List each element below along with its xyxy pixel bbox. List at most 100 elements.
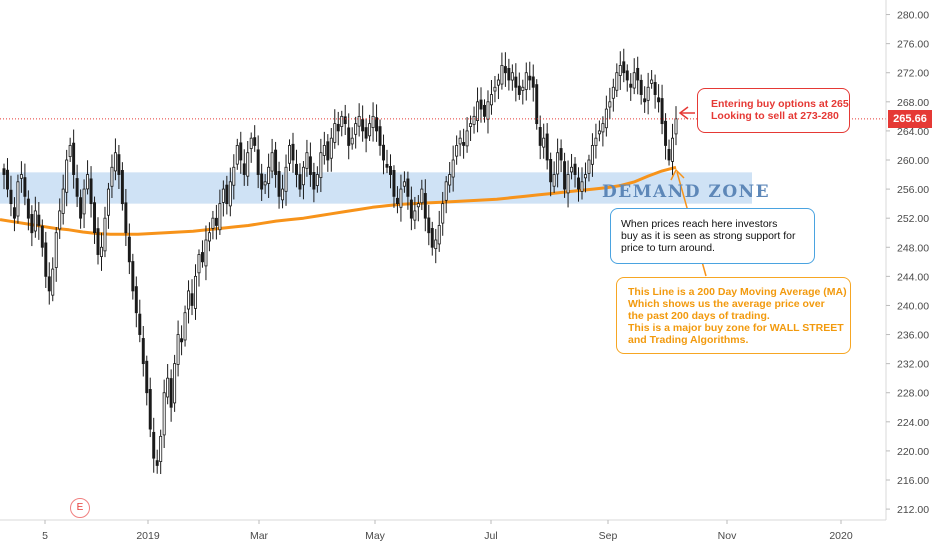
candle-body bbox=[68, 145, 72, 158]
candle-body bbox=[545, 133, 549, 161]
time-axis[interactable]: 5 2019 Mar May Jul Sep Nov 2020 bbox=[42, 520, 853, 542]
candle-body bbox=[336, 123, 340, 132]
support-callout: When prices reach here investors buy as … bbox=[610, 208, 815, 264]
candle-body bbox=[399, 188, 403, 208]
time-tick-label: Nov bbox=[718, 530, 737, 542]
candle-body bbox=[145, 360, 149, 394]
ma-callout-line: This Line is a 200 Day Moving Average (M… bbox=[628, 286, 847, 298]
candle-body bbox=[455, 145, 459, 157]
candle-body bbox=[632, 72, 636, 89]
candle-body bbox=[343, 116, 347, 125]
earnings-icon[interactable]: E bbox=[70, 498, 90, 518]
candle-body bbox=[444, 181, 448, 201]
candle-body bbox=[671, 137, 674, 162]
candle-body bbox=[451, 159, 455, 178]
candle-body bbox=[211, 217, 215, 229]
candle-body bbox=[312, 172, 316, 190]
candle-body bbox=[350, 137, 354, 145]
candle-body bbox=[232, 166, 236, 186]
candle-body bbox=[214, 217, 218, 226]
price-tick-label: 216.00 bbox=[897, 475, 929, 487]
candle-body bbox=[194, 275, 197, 309]
candle-body bbox=[594, 137, 598, 146]
candle-body bbox=[89, 178, 93, 205]
entry-callout-line: Entering buy options at 265 bbox=[711, 98, 849, 110]
candle-body bbox=[249, 137, 253, 149]
candle-body bbox=[479, 99, 483, 110]
candle-body bbox=[305, 152, 309, 169]
candle-body bbox=[51, 268, 55, 296]
candle-body bbox=[507, 67, 511, 81]
candle-body bbox=[16, 181, 20, 217]
candle-body bbox=[176, 334, 180, 365]
candle-body bbox=[221, 188, 225, 203]
support-callout-line: buy as it is seen as strong support for bbox=[621, 230, 796, 242]
candle-body bbox=[556, 152, 560, 175]
candle-body bbox=[173, 363, 177, 404]
time-tick-label: Jul bbox=[484, 530, 497, 542]
candle-body bbox=[47, 276, 51, 292]
candle-body bbox=[354, 123, 358, 135]
candle-body bbox=[40, 225, 44, 248]
candle-body bbox=[608, 101, 612, 108]
candle-body bbox=[552, 174, 556, 187]
time-tick-label: 2019 bbox=[136, 530, 160, 542]
candle-body bbox=[472, 115, 476, 125]
candle-body bbox=[294, 163, 298, 175]
candle-body bbox=[277, 171, 281, 197]
ma-callout-line: Which shows us the average price over bbox=[628, 298, 825, 310]
candle-body bbox=[120, 170, 124, 205]
price-axis[interactable]: 212.00 216.00 220.00 224.00 228.00 232.00 236.… bbox=[886, 10, 929, 517]
time-tick-label: Mar bbox=[250, 530, 269, 542]
price-tick-label: 276.00 bbox=[897, 39, 929, 51]
candle-body bbox=[573, 163, 577, 175]
candle-body bbox=[476, 101, 480, 121]
current-price-badge: 265.66 bbox=[888, 109, 932, 128]
candle-body bbox=[340, 115, 344, 127]
candle-body bbox=[134, 286, 138, 314]
candle-body bbox=[587, 159, 591, 174]
candle-body bbox=[448, 174, 452, 186]
candle-body bbox=[58, 210, 62, 230]
candle-body bbox=[180, 338, 184, 343]
ma-callout-line: This is a major buy zone for WALL STREET bbox=[628, 322, 844, 334]
candle-body bbox=[667, 148, 671, 161]
candle-body bbox=[2, 168, 6, 175]
candle-body bbox=[590, 145, 594, 165]
candle-body bbox=[329, 137, 333, 159]
candle-body bbox=[657, 97, 661, 103]
price-tick-label: 228.00 bbox=[897, 388, 929, 400]
candle-body bbox=[437, 225, 441, 245]
candle-body bbox=[6, 169, 9, 190]
price-tick-label: 260.00 bbox=[897, 155, 929, 167]
candle-body bbox=[629, 83, 633, 88]
candle-body bbox=[138, 313, 142, 335]
candle-body bbox=[378, 126, 382, 146]
candle-body bbox=[253, 137, 257, 146]
candle-body bbox=[82, 188, 86, 215]
candle-body bbox=[531, 76, 535, 88]
candle-body bbox=[190, 293, 194, 306]
candle-body bbox=[402, 181, 406, 187]
candle-body bbox=[263, 181, 267, 186]
candle-body bbox=[93, 202, 97, 234]
candle-body bbox=[423, 193, 427, 219]
candle-body bbox=[521, 86, 525, 91]
candle-body bbox=[434, 239, 438, 250]
candle-body bbox=[225, 184, 229, 205]
price-tick-label: 220.00 bbox=[897, 446, 929, 458]
support-callout-line: When prices reach here investors bbox=[621, 218, 778, 230]
price-tick-label: 268.00 bbox=[897, 97, 929, 109]
candle-body bbox=[218, 203, 222, 231]
moving-average-layer bbox=[0, 165, 677, 236]
candle-body bbox=[281, 188, 285, 201]
demand-zone-box bbox=[0, 172, 752, 204]
candle-body bbox=[441, 203, 445, 224]
candle-body bbox=[664, 120, 668, 146]
candle-body bbox=[577, 177, 580, 190]
candle-body bbox=[96, 228, 100, 255]
candle-body bbox=[260, 173, 264, 190]
demand-zone-label: DEMAND ZONE bbox=[602, 182, 771, 202]
candle-body bbox=[622, 61, 626, 74]
